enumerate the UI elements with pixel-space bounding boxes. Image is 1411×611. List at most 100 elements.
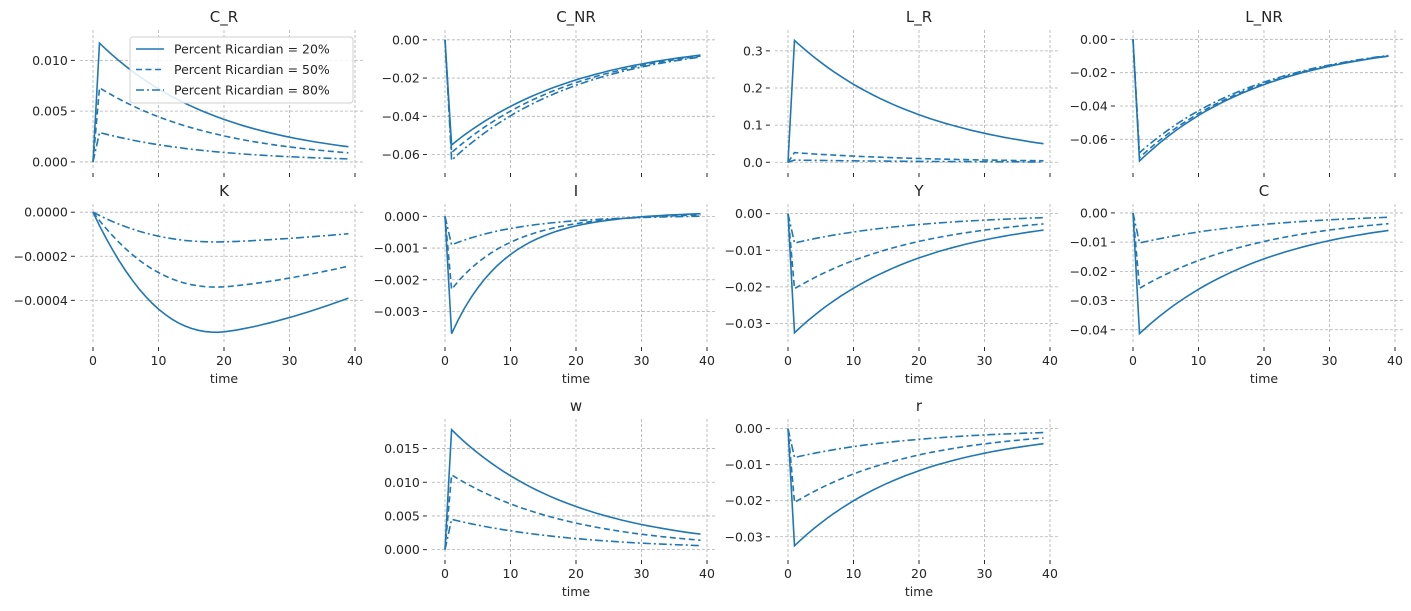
- series-line-dashed: [1132, 212, 1389, 290]
- y-tick-label: 0.1: [743, 118, 763, 133]
- x-tick-label: 10: [846, 353, 862, 368]
- x-tick-label: 30: [977, 566, 993, 581]
- series-line-dashdot: [787, 159, 1044, 164]
- series-line-dashed: [787, 151, 1044, 163]
- x-axis-label: time: [562, 371, 591, 386]
- panel-l-r: 0.0 0.1 0.2 0.3 L_R: [743, 8, 1060, 177]
- x-tick-label: 40: [1042, 353, 1058, 368]
- series-line-solid: [787, 38, 1044, 163]
- series-line-dashdot: [787, 428, 1044, 459]
- series-line-dashed: [444, 214, 701, 292]
- y-tick-label: −0.01: [1070, 235, 1108, 250]
- x-tick-label: 40: [699, 353, 715, 368]
- x-axis-label: time: [562, 584, 591, 599]
- series-line-dashed: [92, 86, 349, 162]
- y-tick-label: −0.04: [1070, 99, 1108, 114]
- x-tick-label: 20: [1256, 353, 1272, 368]
- series-line-dashed: [787, 213, 1044, 291]
- series-line-dashdot: [92, 211, 349, 243]
- legend-box: [129, 36, 354, 104]
- y-tick-label: −0.02: [725, 279, 763, 294]
- y-tick-label: −0.0004: [14, 293, 68, 308]
- x-axis-label: time: [1250, 371, 1279, 386]
- series-line-solid: [1132, 39, 1389, 163]
- y-tick-label: −0.02: [1070, 65, 1108, 80]
- y-tick-label: 0.00: [1080, 205, 1108, 220]
- legend-entry: Percent Ricardian = 20%: [174, 42, 330, 57]
- y-tick-label: 0.00: [1080, 32, 1108, 47]
- series-line-dashdot: [1132, 212, 1389, 244]
- x-tick-label: 10: [151, 353, 167, 368]
- panel-title: C_NR: [556, 8, 596, 27]
- x-tick-label: 40: [347, 353, 363, 368]
- x-tick-label: 40: [1042, 566, 1058, 581]
- legend-entry: Percent Ricardian = 50%: [174, 62, 330, 77]
- y-tick-label: −0.03: [725, 529, 763, 544]
- panel-title: C_R: [210, 8, 238, 27]
- series-line-dashed: [1132, 39, 1389, 160]
- series-line-solid: [444, 212, 701, 335]
- legend: Percent Ricardian = 20% Percent Ricardian…: [129, 36, 354, 104]
- y-tick-label: 0.005: [384, 508, 420, 523]
- x-tick-label: 30: [634, 566, 650, 581]
- x-tick-label: 0: [784, 353, 792, 368]
- x-tick-label: 30: [977, 353, 993, 368]
- series-line-solid: [787, 428, 1044, 548]
- y-tick-label: −0.01: [725, 457, 763, 472]
- panel-title: I: [574, 182, 578, 200]
- x-tick-label: 30: [1322, 353, 1338, 368]
- x-axis-label: time: [905, 584, 934, 599]
- x-axis-label: time: [905, 371, 934, 386]
- y-tick-label: −0.003: [374, 304, 420, 319]
- series-line-dashdot: [92, 131, 349, 163]
- y-tick-label: −0.04: [382, 109, 420, 124]
- series-line-dashdot: [787, 213, 1044, 244]
- panel-title: C: [1259, 182, 1269, 200]
- x-tick-label: 0: [89, 353, 97, 368]
- panel-title: L_NR: [1245, 8, 1283, 27]
- y-tick-label: 0.000: [384, 542, 420, 557]
- panel-title: r: [916, 397, 923, 415]
- y-tick-label: 0.00: [735, 206, 763, 221]
- y-tick-label: −0.01: [725, 243, 763, 258]
- x-tick-label: 0: [784, 566, 792, 581]
- series-line-solid: [92, 211, 349, 334]
- series-line-solid: [444, 427, 701, 550]
- x-axis-label: time: [210, 371, 239, 386]
- x-tick-label: 20: [911, 566, 927, 581]
- y-tick-label: −0.03: [725, 316, 763, 331]
- x-tick-label: 20: [568, 353, 584, 368]
- x-tick-label: 20: [568, 566, 584, 581]
- series-line-solid: [787, 213, 1044, 335]
- panel-l-nr: 0.00 −0.02 −0.04 −0.06 L_NR: [1070, 8, 1405, 177]
- panel-c-nr: 0.00 −0.02 −0.04 −0.06 C_NR: [382, 8, 717, 177]
- y-tick-label: −0.06: [382, 147, 420, 162]
- y-tick-label: 0.010: [32, 53, 68, 68]
- x-tick-label: 10: [846, 566, 862, 581]
- series-line-dashdot: [444, 39, 701, 163]
- y-tick-label: 0.000: [32, 154, 68, 169]
- series-line-dashed: [787, 428, 1044, 504]
- y-tick-label: 0.0: [743, 155, 763, 170]
- x-tick-label: 40: [1387, 353, 1403, 368]
- x-tick-label: 20: [911, 353, 927, 368]
- panel-title: L_R: [906, 8, 932, 27]
- panel-r: 0 10 20 30 40 0.00 −0.01 −0.02 −0.03 r time: [725, 397, 1060, 599]
- y-tick-label: −0.02: [725, 493, 763, 508]
- series-line-dashed: [444, 473, 701, 550]
- series-line-dashdot: [1132, 39, 1389, 155]
- y-tick-label: 0.2: [743, 81, 763, 96]
- x-tick-label: 40: [699, 566, 715, 581]
- x-tick-label: 0: [441, 353, 449, 368]
- y-tick-label: 0.015: [384, 441, 420, 456]
- panel-title: Y: [913, 182, 924, 200]
- series-line-dashdot: [444, 518, 701, 550]
- series-line-dashdot: [444, 215, 701, 246]
- y-tick-label: −0.02: [1070, 264, 1108, 279]
- series-line-solid: [1132, 212, 1389, 336]
- x-tick-label: 30: [634, 353, 650, 368]
